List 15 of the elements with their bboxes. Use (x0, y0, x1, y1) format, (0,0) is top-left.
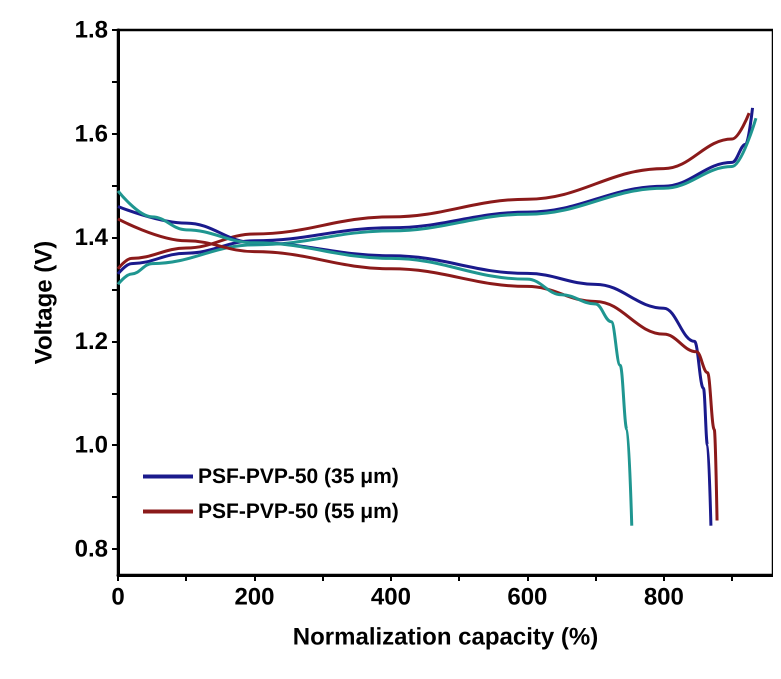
x-tick-label: 400 (370, 584, 411, 610)
x-tick-label: 200 (234, 584, 274, 610)
x-tick-label: 600 (507, 584, 548, 610)
x-tick-label: 0 (111, 584, 125, 610)
y-tick-label: 0.8 (74, 536, 108, 563)
legend-label: PSF-PVP-50 (35 μm) (198, 465, 399, 488)
y-tick-label: 1.8 (74, 16, 108, 44)
y-tick-label: 1.6 (74, 120, 108, 148)
y-tick-label: 1.4 (74, 224, 109, 252)
y-axis-title: Voltage (V) (30, 240, 58, 364)
legend-label: PSF-PVP-50 (55 μm) (198, 500, 399, 523)
y-tick-label: 1.2 (74, 328, 108, 355)
x-tick-label: 800 (644, 584, 684, 610)
y-tick-label: 1.0 (74, 432, 108, 459)
x-axis-title: Normalization capacity (%) (292, 624, 598, 650)
